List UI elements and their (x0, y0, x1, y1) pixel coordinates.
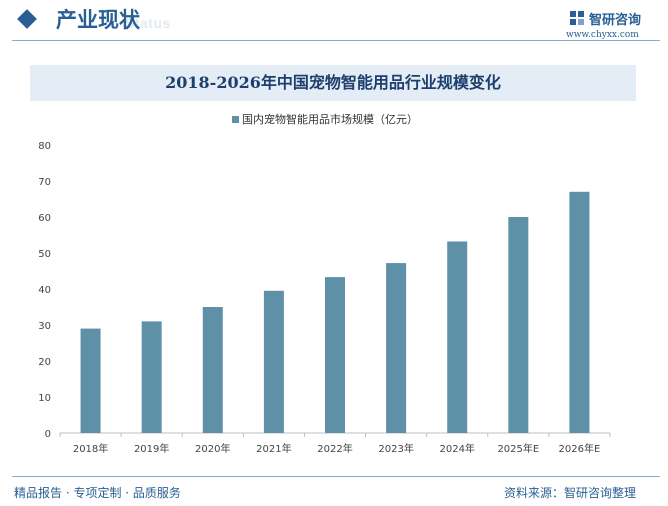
y-tick-label: 20 (38, 357, 51, 368)
y-tick-label: 70 (38, 177, 51, 188)
y-tick-label: 60 (38, 213, 51, 224)
header-divider (12, 40, 660, 41)
y-tick-label: 30 (38, 321, 51, 332)
footer-source: 资料来源：智研咨询整理 (504, 486, 637, 500)
section-title: 产业现状 (56, 7, 140, 32)
y-tick-label: 40 (38, 285, 51, 296)
x-tick-label: 2022年 (317, 442, 352, 455)
brand-name: 智研咨询 (589, 13, 642, 28)
y-tick-label: 80 (38, 141, 51, 152)
y-tick-label: 0 (45, 429, 51, 440)
footer-divider (12, 476, 660, 477)
footer-bar: 精品报告 · 专项定制 · 品质服务 资料来源：智研咨询整理 (0, 476, 668, 506)
brand-logo-icon (570, 11, 584, 25)
footer-tagline: 精品报告 · 专项定制 · 品质服务 (14, 486, 181, 500)
bar (263, 290, 284, 433)
header-bar: Status 产业现状 智研咨询 www.chyxx.com (0, 0, 668, 48)
chart-title: 2018-2026年中国宠物智能用品行业规模变化 (165, 73, 501, 92)
x-tick-label: 2026年E (559, 442, 601, 455)
y-tick-label: 50 (38, 249, 51, 260)
bar (569, 191, 590, 433)
x-tick-label: 2023年 (378, 442, 413, 455)
legend-label: 国内宠物智能用品市场规模（亿元） (242, 113, 418, 126)
x-tick-label: 2018年 (73, 442, 108, 455)
x-tick-label: 2024年 (439, 442, 474, 455)
chart-title-band: 2018-2026年中国宠物智能用品行业规模变化 (30, 65, 636, 101)
x-tick-label: 2019年 (134, 442, 169, 455)
bar (141, 321, 162, 433)
bar (325, 277, 345, 433)
x-tick-label: 2021年 (256, 442, 291, 455)
bar (508, 217, 529, 433)
bar (202, 307, 223, 433)
brand-url: www.chyxx.com (566, 30, 639, 40)
bar (80, 328, 101, 433)
legend-swatch (232, 116, 239, 123)
x-tick-label: 2020年 (195, 442, 230, 455)
bar-chart: 0 10 20 30 40 50 60 70 80 2018年 2019年 2020年 2021年 202… (38, 141, 611, 455)
bar (447, 241, 468, 433)
y-tick-label: 10 (38, 393, 51, 404)
section-subtitle: Status (125, 15, 171, 31)
x-tick-label: 2025年E (497, 442, 539, 455)
bar (386, 263, 407, 433)
